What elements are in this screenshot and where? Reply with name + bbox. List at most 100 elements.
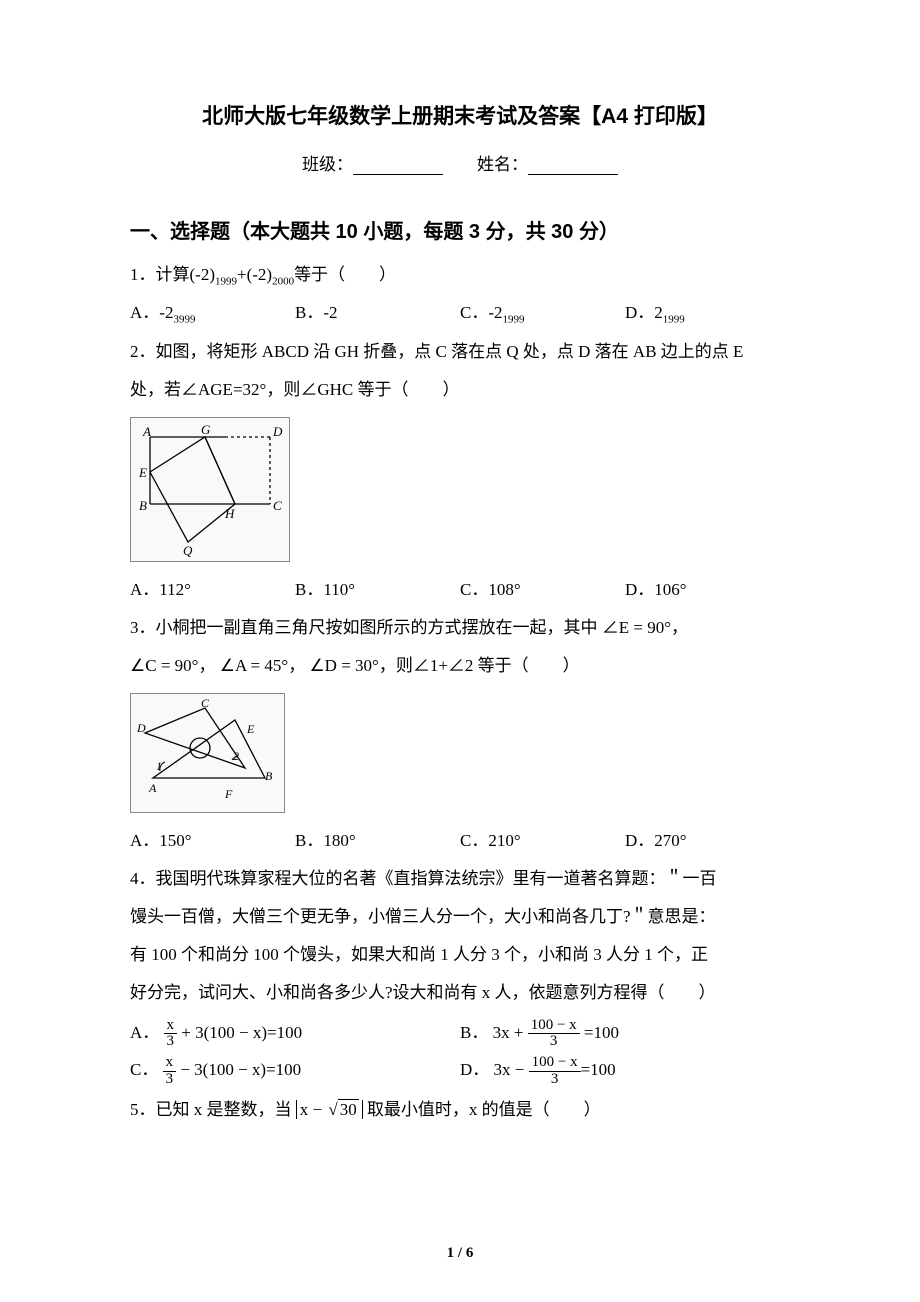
q3-angleE: ∠E = 90° [602, 618, 671, 637]
q1-opt-B: B．-2 [295, 296, 460, 330]
q5-abs: x − 30 [296, 1100, 363, 1119]
q4-C-den: 3 [163, 1072, 177, 1088]
q4-D-label: D． [460, 1060, 489, 1079]
q4-C-mid: − 3(100 − x) [176, 1060, 266, 1079]
q5-rad: 30 [338, 1099, 359, 1119]
class-blank [353, 174, 443, 175]
q3-opt-B: B．180° [295, 824, 460, 858]
q1-A-sub: 3999 [173, 314, 195, 326]
q4-B-label: B． [460, 1023, 488, 1042]
q1-opt-A: A．-23999 [130, 296, 295, 330]
q3-comma1: ， [671, 618, 688, 637]
q3-c2: ， [198, 656, 215, 675]
q5-mid: 取最小值时，x 的值是（ ） [367, 1100, 601, 1119]
q3-c3: ， [288, 656, 305, 675]
q3-angD: ∠D = 30° [309, 656, 378, 675]
q4-A-den: 3 [164, 1034, 178, 1050]
q3-angC: ∠C = 90° [130, 656, 198, 675]
q1-C-pre: C．-2 [460, 303, 503, 322]
q1-A-pre: A．-2 [130, 303, 173, 322]
q3-l2-suf: ，则∠1+∠2 等于（ ） [379, 656, 580, 675]
q4-l4: 好分完，试问大、小和尚各多少人?设大和尚有 x 人，依题意列方程得（ ） [130, 976, 790, 1010]
q4-C-num: x [163, 1055, 177, 1072]
q4-opt-C: C． x3 − 3(100 − x)=100 [130, 1051, 460, 1088]
page-footer: 1 / 6 [0, 1245, 920, 1262]
q1-C-sub: 1999 [503, 314, 525, 326]
q4-opt-B: B． 3x + 100 − x3 =100 [460, 1014, 790, 1051]
q4-l3: 有 100 个和尚分 100 个馒头，如果大和尚 1 人分 3 个，小和尚 3 … [130, 938, 790, 972]
q5-pre: 5．已知 x 是整数，当 [130, 1100, 292, 1119]
name-label: 姓名： [477, 155, 528, 174]
fig3-F: F [224, 787, 233, 801]
q2-opt-C: C．108° [460, 573, 625, 607]
page-title: 北师大版七年级数学上册期末考试及答案【A4 打印版】 [130, 100, 790, 130]
section-1-title: 一、选择题（本大题共 10 小题，每题 3 分，共 30 分） [130, 215, 790, 244]
fig2-C: C [273, 498, 282, 513]
q1-opt-D: D．21999 [625, 296, 790, 330]
q2-figure: A G D E B H C Q [130, 417, 290, 562]
q5-sqrt: 30 [326, 1093, 358, 1127]
q3-l1-pre: 3．小桐把一副直角三角尺按如图所示的方式摆放在一起，其中 [130, 618, 598, 637]
q4-D-pre: 3x − [494, 1060, 529, 1079]
q4-l2: 馒头一百僧，大僧三个更无争，小僧三人分一个，大小和尚各几丁?＂意思是： [130, 900, 790, 934]
q4-C-tail: =100 [266, 1060, 301, 1079]
q4-A-mid: + 3(100 − x) [177, 1023, 267, 1042]
q3-opt-C: C．210° [460, 824, 625, 858]
q2-line1: 2．如图，将矩形 ABCD 沿 GH 折叠，点 C 落在点 Q 处，点 D 落在… [130, 335, 790, 369]
q4-D-den: 3 [529, 1072, 581, 1088]
header-line: 班级： 姓名： [130, 150, 790, 175]
fig2-D: D [272, 424, 283, 439]
q4-A-num: x [164, 1018, 178, 1035]
fig2-A: A [142, 424, 151, 439]
q2-opt-D: D．106° [625, 573, 790, 607]
q3-figure: D C E A B F 1 2 [130, 693, 285, 813]
q2-opt-B: B．110° [295, 573, 460, 607]
q3-angA: ∠A = 45° [220, 656, 288, 675]
q1-sub2: 2000 [272, 275, 294, 287]
q1-opt-C: C．-21999 [460, 296, 625, 330]
q4-D-tail: =100 [581, 1060, 616, 1079]
fig3-E: E [246, 722, 255, 736]
q1-D-pre: D．2 [625, 303, 663, 322]
fig3-D: D [136, 721, 146, 735]
q4-B-pre: 3x + [493, 1023, 528, 1042]
q4-options: A． x3 + 3(100 − x)=100 B． 3x + 100 − x3 … [130, 1014, 790, 1089]
q2-line2: 处，若∠AGE=32°，则∠GHC 等于（ ） [130, 373, 790, 407]
q4-opt-A: A． x3 + 3(100 − x)=100 [130, 1014, 460, 1051]
q3-line1: 3．小桐把一副直角三角尺按如图所示的方式摆放在一起，其中 ∠E = 90°， [130, 611, 790, 645]
q1-D-sub: 1999 [663, 314, 685, 326]
fig2-G: G [201, 422, 211, 437]
q3-opt-A: A．150° [130, 824, 295, 858]
class-label: 班级： [302, 155, 353, 174]
fig2-E: E [138, 465, 147, 480]
q5-stem: 5．已知 x 是整数，当 x − 30 取最小值时，x 的值是（ ） [130, 1093, 790, 1127]
q4-B-den: 3 [528, 1034, 580, 1050]
fig3-A: A [148, 781, 157, 795]
q2-opt-A: A．112° [130, 573, 295, 607]
fig3-C: C [201, 698, 210, 710]
q4-B-tail: =100 [580, 1023, 619, 1042]
q3-options: A．150° B．180° C．210° D．270° [130, 824, 790, 858]
q1-sub1: 1999 [215, 275, 237, 287]
q4-A-tail: =100 [267, 1023, 302, 1042]
q4-l1: 4．我国明代珠算家程大位的名著《直指算法统宗》里有一道著名算题：＂一百 [130, 862, 790, 896]
q4-C-label: C． [130, 1060, 158, 1079]
q4-B-num: 100 − x [528, 1018, 580, 1035]
q1-stem-suf: 等于（ ） [294, 265, 396, 284]
q4-opt-D: D． 3x − 100 − x3=100 [460, 1051, 790, 1088]
q4-A-label: A． [130, 1023, 159, 1042]
q3-line2: ∠C = 90°， ∠A = 45°， ∠D = 30°，则∠1+∠2 等于（ … [130, 649, 790, 683]
q4-D-num: 100 − x [529, 1055, 581, 1072]
fig2-H: H [224, 506, 235, 521]
name-blank [528, 174, 618, 175]
q5-xminus: x − [300, 1100, 327, 1119]
q1-stem-mid: +(-2) [237, 265, 272, 284]
q1-stem: 1．计算(-2)1999+(-2)2000等于（ ） [130, 258, 790, 292]
fig3-B: B [265, 769, 273, 783]
q1-stem-pre: 1．计算(-2) [130, 265, 215, 284]
fig2-B: B [139, 498, 147, 513]
q2-options: A．112° B．110° C．108° D．106° [130, 573, 790, 607]
q1-options: A．-23999 B．-2 C．-21999 D．21999 [130, 296, 790, 330]
fig2-Q: Q [183, 543, 193, 557]
q3-opt-D: D．270° [625, 824, 790, 858]
